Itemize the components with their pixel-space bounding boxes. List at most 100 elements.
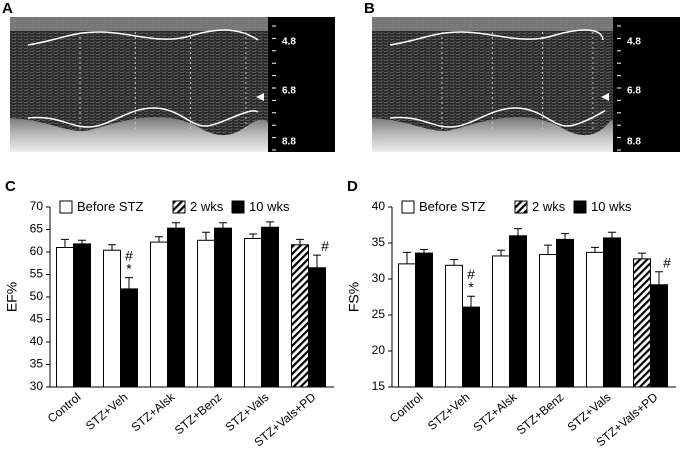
- echo-scale-label: 8.8: [282, 137, 296, 148]
- y-tick-label: 25: [372, 307, 386, 321]
- panel-label: C: [5, 178, 16, 195]
- y-tick-label: 30: [30, 379, 44, 393]
- legend-label: Before STZ: [77, 199, 144, 214]
- legend-label: Before STZ: [419, 199, 486, 214]
- echo-wall-bottom: [372, 117, 613, 152]
- y-tick-label: 60: [30, 244, 44, 258]
- bar-chart: D FS% 15 20 25 30 35 40 Before STZ 2 wks 10 wks Con…: [346, 178, 676, 449]
- legend-label: 10 wks: [249, 199, 290, 214]
- error-bar: [125, 277, 133, 289]
- y-axis-label: FS%: [346, 282, 362, 312]
- legend-swatch: [172, 200, 186, 214]
- bar-chart: C EF% 30 35 40 45 50 55 60 65 70 Before STZ 2 wks 10 …: [4, 178, 334, 449]
- echo-scale-label: 8.8: [627, 137, 641, 148]
- x-tick-label: STZ+Veh: [425, 390, 473, 433]
- legend-swatch: [401, 200, 415, 214]
- y-tick-label: 50: [30, 289, 44, 303]
- bar: [586, 251, 604, 388]
- y-tick-label: 35: [30, 357, 44, 371]
- error-bar: [497, 249, 505, 256]
- annotation: *: [468, 279, 474, 295]
- bar: [556, 238, 574, 388]
- bar: [415, 252, 433, 388]
- bar: [261, 226, 279, 388]
- echo-scale-label: 6.8: [282, 86, 296, 97]
- bar: [103, 249, 121, 388]
- y-tick-label: 30: [372, 271, 386, 285]
- bar: [150, 241, 168, 388]
- echo-image: B 4.8 6.8 8.8: [364, 0, 680, 152]
- error-bar: [155, 236, 163, 243]
- y-tick-label: 70: [30, 199, 44, 213]
- echo-arrow: [601, 93, 609, 101]
- echo-wall-top: [10, 17, 268, 31]
- error-bar: [219, 222, 227, 229]
- error-bar: [655, 271, 663, 285]
- x-tick-label: STZ+Veh: [83, 390, 131, 433]
- error-bar: [420, 248, 428, 254]
- legend-swatch: [59, 200, 73, 214]
- error-bar: [514, 228, 522, 236]
- bar: [509, 235, 527, 388]
- x-tick-label: STZ+Alsk: [470, 389, 520, 434]
- annotation: *: [126, 260, 132, 276]
- bar-charts: C EF% 30 35 40 45 50 55 60 65 70 Before STZ 2 wks 10 …: [4, 178, 676, 449]
- echo-trace-top: [27, 29, 259, 46]
- error-bar: [249, 233, 257, 239]
- annotation: #: [321, 238, 329, 254]
- bar: [492, 255, 510, 388]
- legend-swatch: [573, 200, 587, 214]
- bar: [603, 237, 621, 388]
- panel-label: D: [347, 178, 358, 195]
- echo-scale-label: 6.8: [627, 86, 641, 97]
- echo-scale-label: 4.8: [627, 37, 641, 48]
- error-bar: [202, 231, 210, 241]
- error-bar: [172, 222, 180, 229]
- bar: [56, 247, 74, 388]
- error-bar: [78, 239, 86, 244]
- y-tick-label: 20: [372, 343, 386, 357]
- y-tick-label: 45: [30, 312, 44, 326]
- y-tick-label: 55: [30, 267, 44, 281]
- x-tick-label: STZ+Alsk: [128, 389, 178, 434]
- legend-swatch: [231, 200, 245, 214]
- legend-label: 10 wks: [591, 199, 632, 214]
- bar: [445, 264, 463, 388]
- legend-label: 2 wks: [532, 199, 566, 214]
- x-tick-label: STZ+Benz: [514, 390, 567, 437]
- annotation: #: [467, 266, 475, 282]
- error-bar: [296, 238, 304, 245]
- error-bar: [403, 251, 411, 264]
- bar: [291, 244, 309, 388]
- error-bar: [266, 221, 274, 228]
- error-bar: [313, 254, 321, 268]
- y-tick-label: 40: [372, 199, 386, 213]
- x-tick-label: Control: [387, 390, 426, 426]
- error-bar: [467, 295, 475, 308]
- panel-label: A: [2, 0, 13, 17]
- bar: [633, 258, 651, 388]
- bar: [539, 254, 557, 388]
- bar: [244, 238, 262, 388]
- bar: [214, 227, 232, 388]
- bar: [308, 267, 326, 388]
- echo-images: A 4.8 6.8 8.8 B 4.8 6.8 8.8: [2, 0, 680, 152]
- annotation: #: [663, 255, 671, 271]
- annotation: #: [125, 247, 133, 263]
- echo-arrow: [256, 93, 264, 101]
- error-bar: [591, 246, 599, 253]
- bar: [197, 239, 215, 388]
- echo-scale-bar: [268, 17, 335, 152]
- error-bar: [450, 259, 458, 266]
- error-bar: [561, 233, 569, 240]
- echo-trace-bottom: [389, 107, 606, 128]
- echo-wall-bottom: [10, 117, 268, 152]
- y-axis-label: EF%: [4, 282, 20, 312]
- bar: [167, 227, 185, 388]
- bar: [650, 284, 668, 388]
- y-tick-label: 65: [30, 222, 44, 236]
- bar: [462, 306, 480, 388]
- y-tick-label: 40: [30, 334, 44, 348]
- echo-trace-top: [389, 29, 604, 46]
